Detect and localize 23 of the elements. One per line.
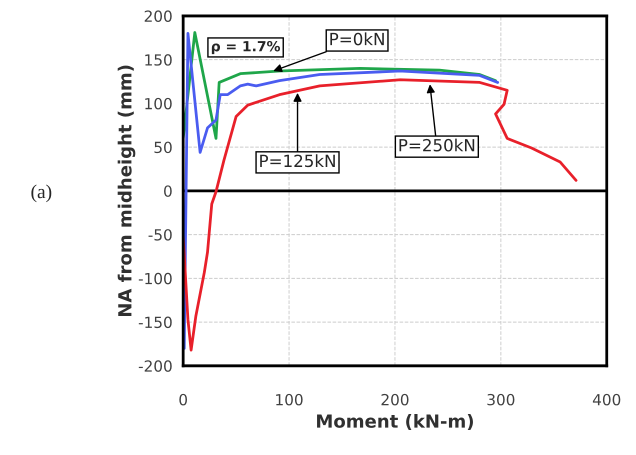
y-axis-title: NA from midheight (mm) (118, 66, 136, 316)
y-tick-label: -100 (138, 272, 172, 284)
annotation: ρ = 1.7% (212, 40, 280, 54)
y-tick-label: 200 (144, 10, 172, 22)
line-series (183, 78, 578, 352)
x-axis-title: Moment (kN-m) (317, 414, 473, 430)
y-tick-label: 50 (154, 142, 172, 154)
annotation: P=125kN (260, 154, 335, 168)
y-tick-label: -200 (138, 360, 172, 372)
x-tick-label: 400 (592, 394, 620, 406)
x-tick-label: 200 (381, 394, 409, 406)
y-tick-label: -50 (148, 229, 172, 241)
annotation: P=250kN (400, 138, 474, 152)
y-tick-label: 150 (145, 54, 172, 66)
annotation: P=0kN (330, 32, 384, 46)
text: (a) (31, 184, 52, 202)
x-tick-label: 100 (276, 394, 303, 406)
y-tick-label: 100 (145, 98, 172, 110)
y-tick-label: 0 (164, 185, 172, 197)
line-series (183, 32, 500, 350)
x-tick-label: 300 (487, 394, 514, 406)
x-tick-label: 0 (179, 394, 188, 406)
y-tick-label: -150 (138, 316, 172, 328)
